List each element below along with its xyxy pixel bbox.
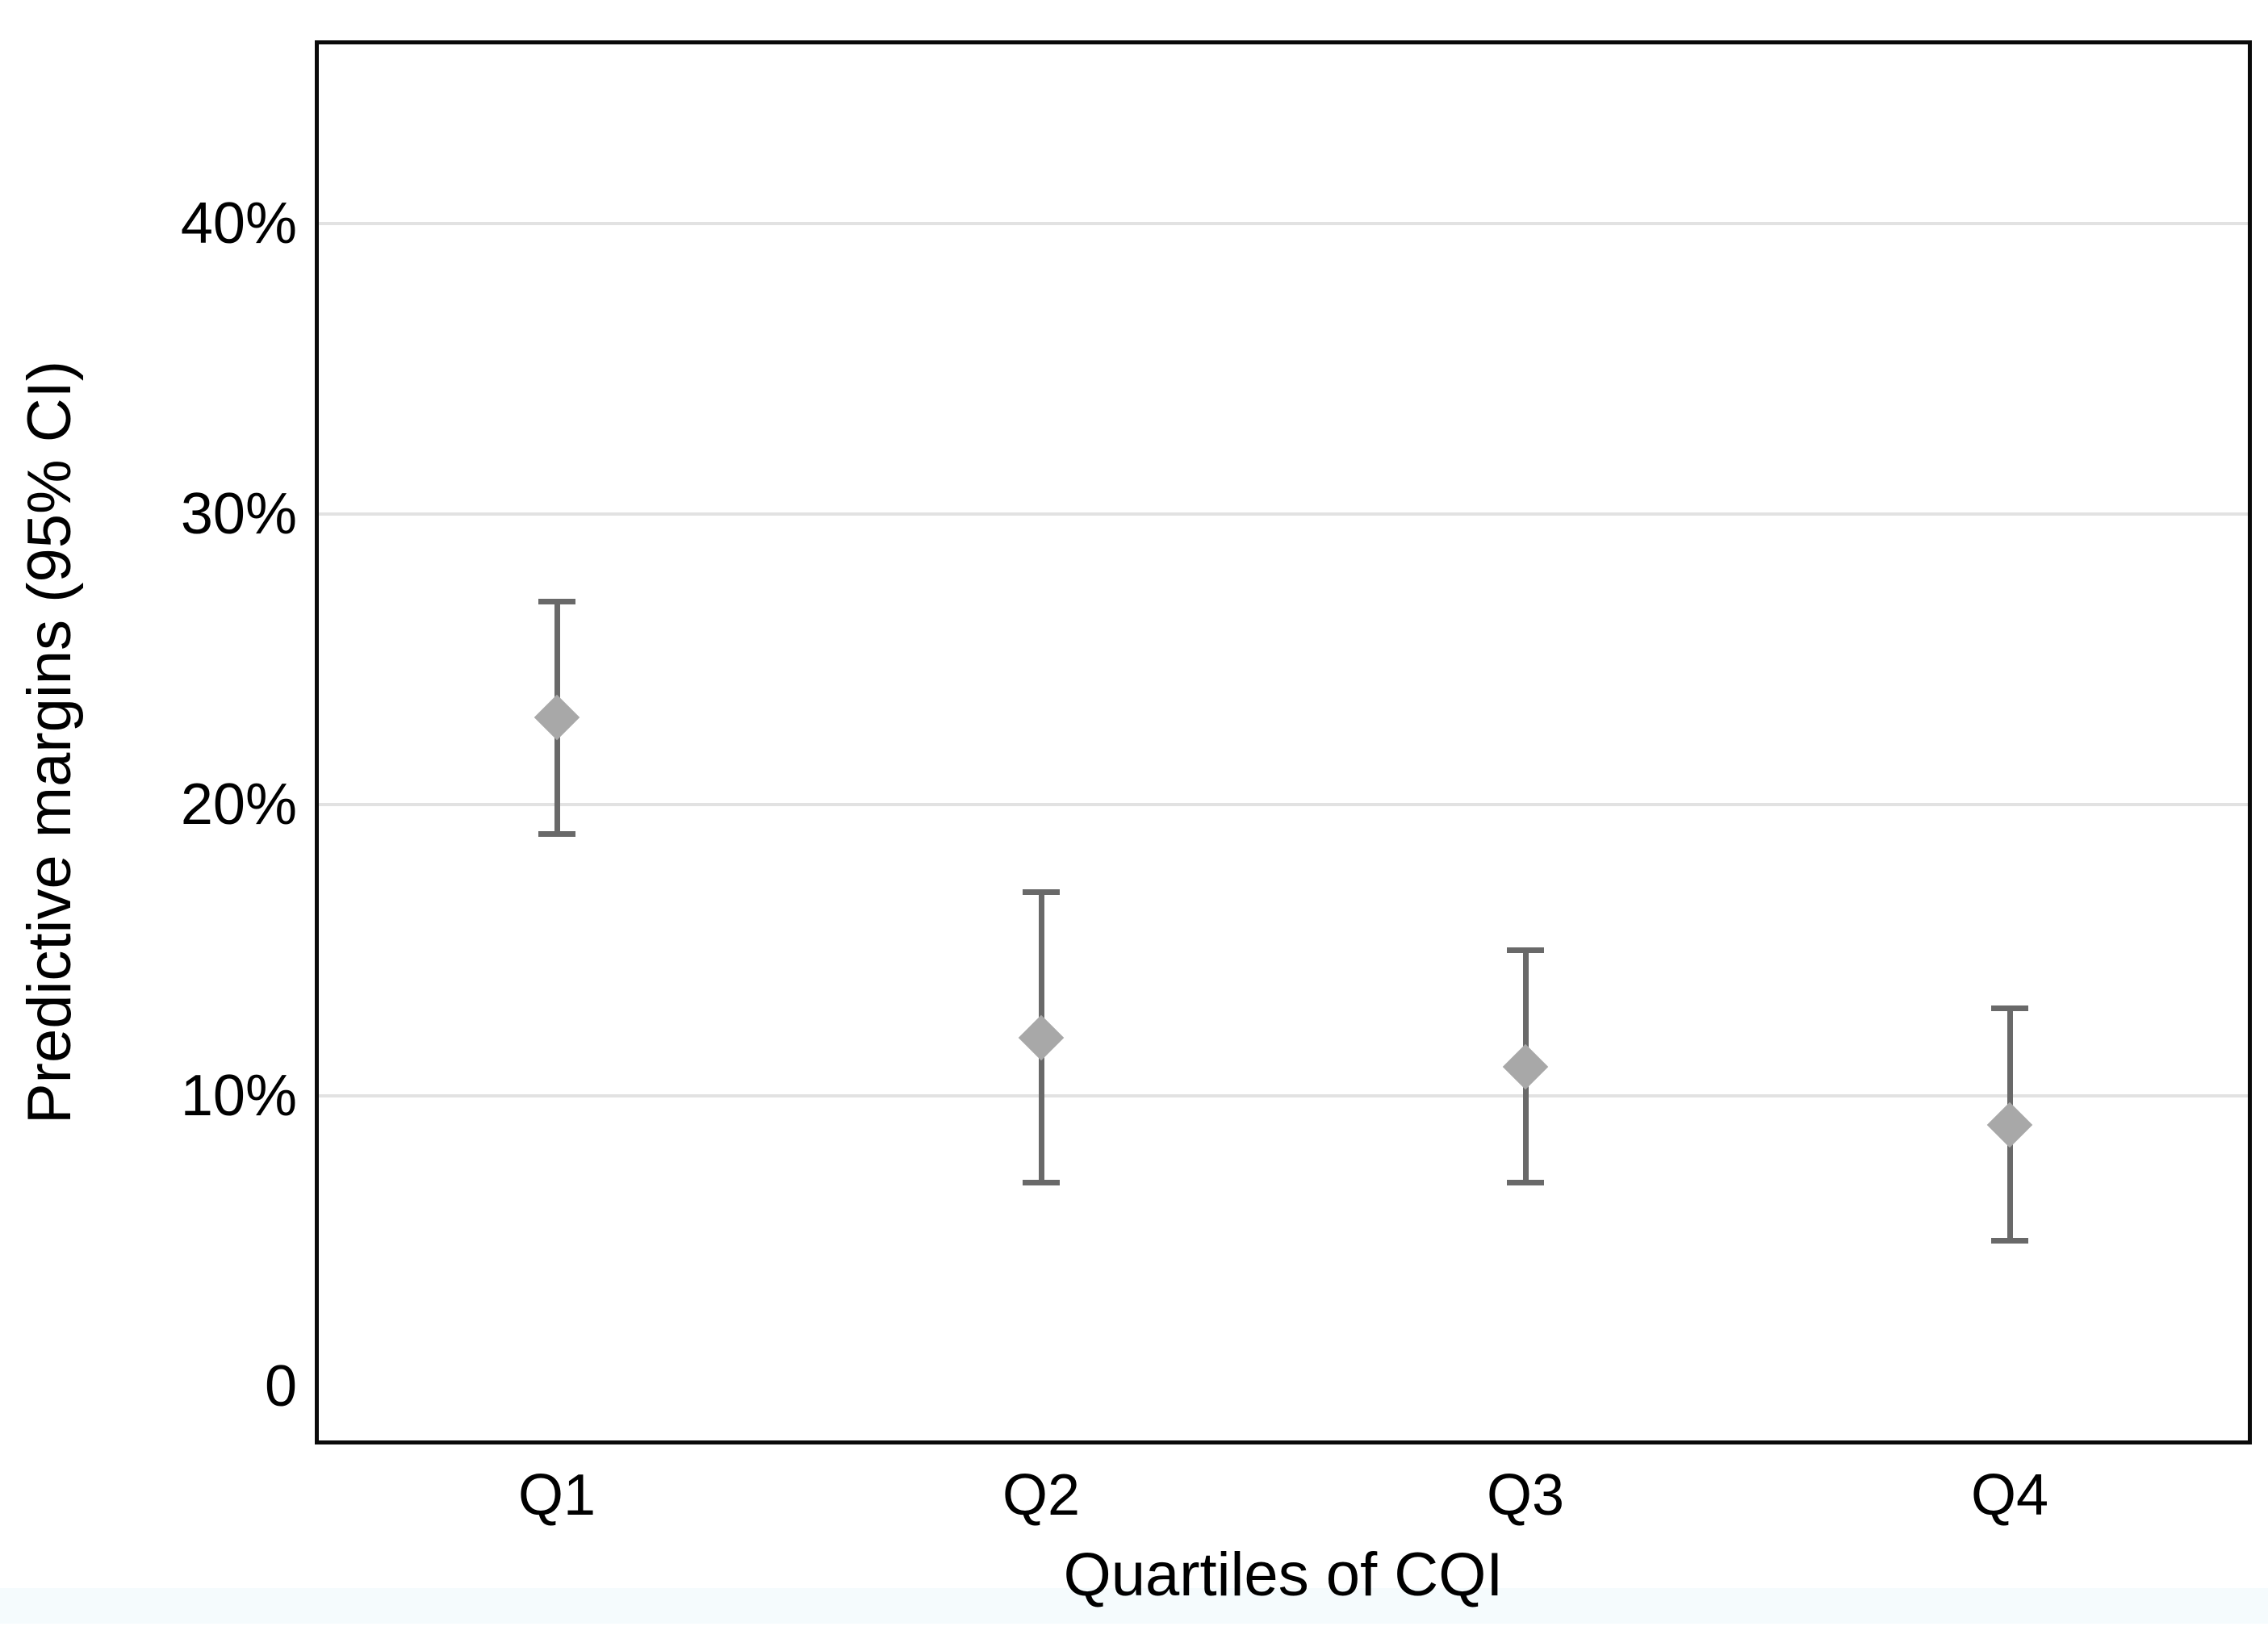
gridline-20 [319, 803, 2248, 807]
y-tick-label-0: 0 [264, 1353, 297, 1419]
error-bar-lower-cap [1507, 1180, 1544, 1186]
gridline-10 [319, 1093, 2248, 1097]
y-tick-label-20: 20% [180, 772, 297, 838]
x-category-label-Q3: Q3 [1486, 1463, 1565, 1528]
plot-frame [315, 40, 2252, 1444]
gridline-30 [319, 512, 2248, 516]
x-category-label-Q2: Q2 [1002, 1463, 1081, 1528]
page-bottom-tint-strip [0, 1588, 2268, 1624]
x-axis-title: Quartiles of CQI [1063, 1541, 1504, 1609]
x-category-label-Q4: Q4 [1970, 1463, 2049, 1528]
error-bar-upper-cap [1991, 1005, 2028, 1012]
error-bar-lower-cap [1991, 1238, 2028, 1244]
error-bar-lower-cap [538, 830, 575, 837]
gridline-40 [319, 221, 2248, 225]
error-bar-upper-cap [1507, 947, 1544, 954]
y-tick-label-40: 40% [180, 190, 297, 256]
y-axis-title: Predictive margins (95% CI) [15, 360, 84, 1125]
x-category-label-Q1: Q1 [517, 1463, 596, 1528]
y-tick-label-30: 30% [180, 482, 297, 547]
error-bar-upper-cap [538, 598, 575, 604]
error-bar-upper-cap [1023, 889, 1060, 896]
error-bar-lower-cap [1023, 1180, 1060, 1186]
y-tick-label-10: 10% [180, 1063, 297, 1128]
